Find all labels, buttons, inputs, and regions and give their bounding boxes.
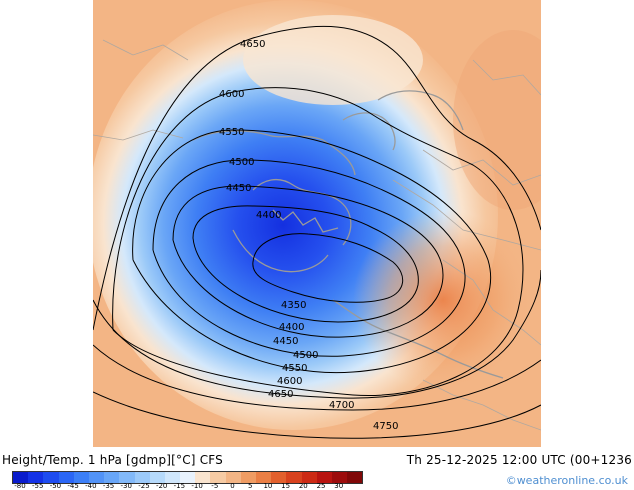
- legend-swatch: [286, 472, 302, 483]
- legend-swatch: [225, 472, 241, 483]
- legend-swatch: [195, 472, 211, 483]
- contour-label: 4750: [373, 421, 398, 432]
- contour-label: 4700: [329, 400, 354, 411]
- coastline-north: [192, 130, 356, 176]
- contour-label: 4450: [273, 336, 298, 347]
- legend-swatch: [119, 472, 135, 483]
- legend-swatch: [88, 472, 105, 483]
- contour-labels: 4650 4600 4550 4500 4450 4400 4350 4400 …: [219, 39, 398, 432]
- legend-tick-label: -50: [49, 482, 62, 490]
- contour-label: 4400: [279, 322, 304, 333]
- legend-tick-label: 20: [298, 482, 308, 490]
- chart-title: Height/Temp. 1 hPa [gdmp][°C] CFS: [2, 453, 223, 467]
- legend-tick-label: 0: [230, 482, 235, 490]
- legend-swatch: [180, 472, 196, 483]
- legend-swatch: [316, 472, 332, 483]
- map-canvas: 4650 4600 4550 4500 4450 4400 4350 4400 …: [93, 0, 541, 447]
- contour-label: 4650: [240, 39, 265, 50]
- legend-tick-label: -80: [14, 482, 26, 490]
- contour-label: 4600: [219, 89, 244, 100]
- legend-tick-label: -25: [138, 482, 150, 490]
- legend-tick-label: -20: [155, 482, 168, 490]
- color-legend: [12, 471, 364, 484]
- legend-tick-label: 5: [247, 482, 253, 490]
- contour-4600: [112, 87, 524, 397]
- height-contours: [93, 25, 541, 439]
- coastline-islands: [272, 209, 339, 233]
- border-line: [93, 129, 184, 141]
- contour-label: 4500: [293, 350, 318, 361]
- legend-tick-label: -35: [102, 482, 115, 490]
- legend-tick-label: 25: [316, 482, 326, 490]
- coastline-south: [332, 299, 504, 379]
- coastline-greenland: [232, 229, 329, 273]
- border-line: [422, 149, 541, 186]
- legend-tick-label: 15: [281, 482, 291, 490]
- legend-swatch: [134, 472, 150, 483]
- legend-tick-label: -15: [173, 482, 186, 490]
- contour-label: 4500: [229, 157, 254, 168]
- contour-label: 4450: [226, 183, 251, 194]
- contour-4750: [93, 391, 541, 439]
- contour-label: 4550: [282, 363, 307, 374]
- contour-4650-lower: [93, 269, 541, 399]
- legend-tick-label: -5: [211, 482, 219, 490]
- legend-swatch: [271, 472, 287, 483]
- legend-tick-label: 30: [334, 482, 344, 490]
- border-line: [392, 179, 541, 251]
- contour-label: 4350: [281, 300, 306, 311]
- contour-label: 4650: [268, 389, 293, 400]
- contour-4400: [192, 205, 419, 323]
- contour-4650-outer: [93, 25, 541, 331]
- legend-tick-label: -45: [67, 482, 79, 490]
- coastlines: [192, 90, 504, 379]
- legend-swatch: [104, 472, 120, 483]
- legend-swatch: [347, 472, 363, 483]
- legend-tick-label: -30: [120, 482, 132, 490]
- light-band-north: [243, 15, 423, 105]
- contour-label: 4550: [219, 127, 244, 138]
- contour-4500: [152, 159, 466, 357]
- legend-tick-label: -10: [191, 482, 203, 490]
- legend-tick-label: -40: [85, 482, 97, 490]
- legend-swatch: [164, 472, 181, 483]
- coastline-east: [377, 90, 464, 131]
- contour-label: 4600: [277, 376, 302, 387]
- legend-swatch: [301, 472, 317, 483]
- legend-tick-label: 10: [263, 482, 273, 490]
- legend-swatch: [13, 472, 29, 483]
- legend-swatch: [28, 472, 44, 483]
- legend-tick-label: -55: [31, 482, 44, 490]
- legend-swatch: [43, 472, 59, 483]
- legend-swatch: [73, 472, 89, 483]
- border-line: [102, 39, 189, 61]
- legend-swatch: [331, 472, 348, 483]
- legend-swatch: [58, 472, 74, 483]
- border-line: [472, 59, 541, 96]
- warm-anomaly-field: [353, 190, 533, 410]
- political-borders: [93, 39, 541, 431]
- contour-4700: [93, 344, 541, 411]
- map-panel: 4650 4600 4550 4500 4450 4400 4350 4400 …: [93, 0, 541, 447]
- color-legend-ticks: -80 -55 -50 -45 -40 -35 -30 -25 -20 -15 -10 -5 0 5 10 1…: [12, 482, 362, 490]
- coastline-archipelago: [252, 178, 352, 246]
- contour-4350: [252, 233, 403, 303]
- warm-patch-east: [453, 30, 541, 210]
- source-credit[interactable]: ©weatheronline.co.uk: [505, 474, 628, 487]
- legend-swatch: [210, 472, 226, 483]
- coastline-northeast: [342, 112, 396, 151]
- border-line: [442, 259, 541, 346]
- contour-label: 4400: [256, 210, 281, 221]
- legend-swatch: [240, 472, 256, 483]
- valid-datetime: Th 25-12-2025 12:00 UTC (00+1236: [406, 453, 632, 467]
- border-line: [422, 379, 541, 431]
- legend-swatch: [149, 472, 165, 483]
- contour-4450: [172, 185, 444, 338]
- legend-swatch: [256, 472, 272, 483]
- contour-4550: [132, 129, 492, 374]
